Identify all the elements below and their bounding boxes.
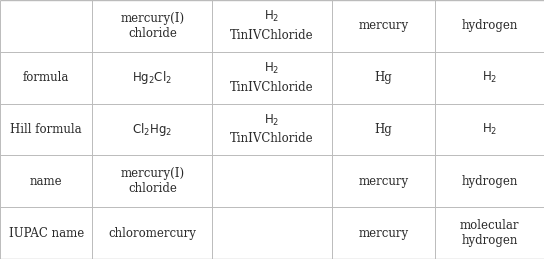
Text: $\mathrm{H}_2$: $\mathrm{H}_2$ — [482, 122, 497, 137]
Text: chloromercury: chloromercury — [108, 227, 196, 240]
Text: Hill formula: Hill formula — [10, 123, 82, 136]
Text: mercury: mercury — [358, 227, 409, 240]
Text: IUPAC name: IUPAC name — [9, 227, 84, 240]
Text: TinIVChloride: TinIVChloride — [230, 132, 314, 145]
Text: hydrogen: hydrogen — [461, 175, 518, 188]
Text: name: name — [30, 175, 63, 188]
Text: Hg: Hg — [375, 71, 392, 84]
Text: mercury: mercury — [358, 19, 409, 32]
Text: $\mathrm{H}_2$: $\mathrm{H}_2$ — [264, 61, 280, 76]
Text: mercury(I)
chloride: mercury(I) chloride — [120, 167, 184, 195]
Text: TinIVChloride: TinIVChloride — [230, 29, 314, 42]
Text: molecular
hydrogen: molecular hydrogen — [460, 219, 520, 247]
Text: $\mathrm{H}_2$: $\mathrm{H}_2$ — [264, 9, 280, 24]
Text: TinIVChloride: TinIVChloride — [230, 81, 314, 93]
Text: mercury: mercury — [358, 175, 409, 188]
Text: Hg: Hg — [375, 123, 392, 136]
Text: $\mathrm{H}_2$: $\mathrm{H}_2$ — [482, 70, 497, 85]
Text: $\mathrm{Hg}_2\mathrm{Cl}_2$: $\mathrm{Hg}_2\mathrm{Cl}_2$ — [132, 69, 172, 86]
Text: $\mathrm{H}_2$: $\mathrm{H}_2$ — [264, 113, 280, 128]
Text: mercury(I)
chloride: mercury(I) chloride — [120, 12, 184, 40]
Text: $\mathrm{Cl}_2\mathrm{Hg}_2$: $\mathrm{Cl}_2\mathrm{Hg}_2$ — [132, 121, 172, 138]
Text: formula: formula — [23, 71, 70, 84]
Text: hydrogen: hydrogen — [461, 19, 518, 32]
